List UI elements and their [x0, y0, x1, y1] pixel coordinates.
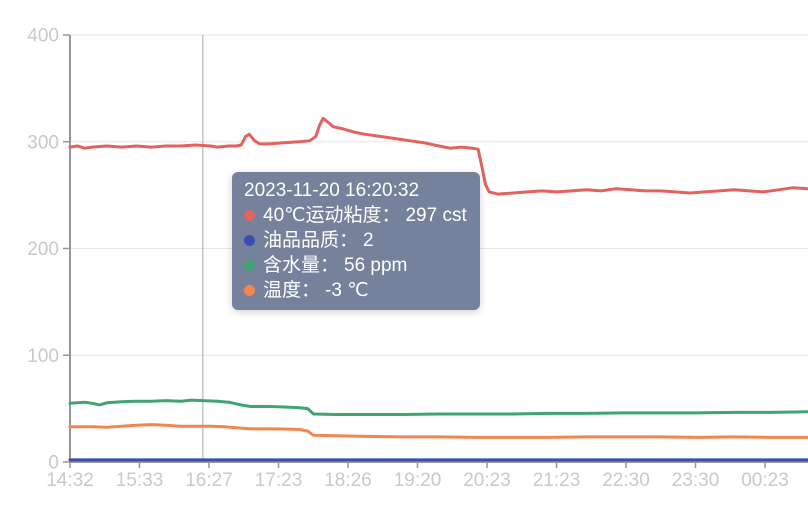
y-axis-label: 200 — [27, 239, 59, 260]
x-axis-label: 21:23 — [533, 470, 581, 491]
x-axis-label: 17:23 — [255, 470, 303, 491]
x-axis-label: 20:23 — [463, 470, 511, 491]
x-axis-label: 16:27 — [185, 470, 233, 491]
x-axis-label: 22:30 — [602, 470, 650, 491]
x-axis-label: 18:26 — [324, 470, 372, 491]
series-line-viscosity-40c — [68, 116, 808, 196]
x-axis-label: 19:20 — [394, 470, 442, 491]
series-line-water-content — [68, 398, 808, 416]
x-axis-label: 23:30 — [672, 470, 720, 491]
y-axis-label: 0 — [48, 453, 59, 474]
series-line-temperature — [68, 423, 808, 439]
x-axis-label: 14:32 — [46, 470, 94, 491]
y-axis-label: 400 — [27, 26, 59, 47]
x-axis-label: 00:23 — [741, 470, 789, 491]
y-axis-label: 100 — [27, 346, 59, 367]
y-axis-label: 300 — [27, 132, 59, 153]
x-axis-label: 15:33 — [116, 470, 164, 491]
